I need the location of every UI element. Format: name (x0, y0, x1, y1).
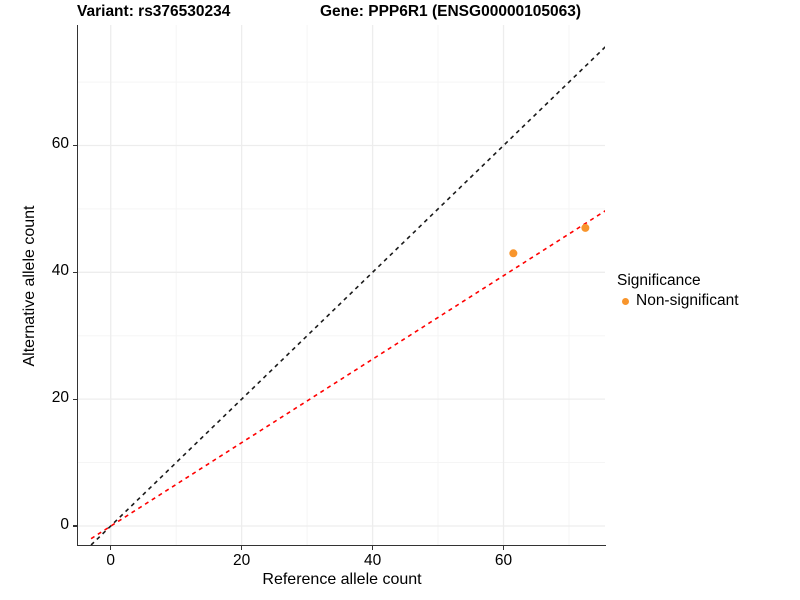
fit-line (90, 210, 605, 540)
grid-major-lines (78, 25, 605, 545)
y-tick-label: 20 (51, 389, 69, 407)
gene-title: Gene: PPP6R1 (ENSG00000105063) (320, 3, 582, 20)
x-tick-label: 60 (494, 552, 513, 569)
y-tick-label: 0 (60, 515, 69, 533)
y-tick-mark (73, 398, 77, 400)
identity-line (90, 46, 605, 545)
plot-panel (78, 25, 605, 545)
x-tick-label: 0 (106, 552, 116, 569)
y-tick-mark (73, 271, 77, 273)
legend-entry-label: Non-significant (636, 292, 739, 309)
plot-title-row: Variant: rs376530234 Gene: PPP6R1 (ENSG0… (77, 3, 608, 25)
x-tick-mark (241, 546, 243, 550)
grid-minor-lines (78, 25, 605, 545)
legend-entries: Non-significant (617, 292, 797, 310)
x-tick-label: 20 (233, 552, 251, 569)
y-tick-mark (73, 525, 77, 527)
reference-lines (90, 46, 605, 545)
legend-dot-icon (622, 297, 629, 305)
y-tick-label: 60 (51, 135, 69, 153)
data-points (509, 223, 590, 258)
x-axis-line (78, 545, 606, 547)
data-point (581, 223, 590, 232)
legend: Significance Non-significant (617, 272, 797, 310)
legend-entry[interactable]: Non-significant (617, 292, 797, 310)
plot-canvas (78, 25, 605, 545)
x-tick-label: 40 (363, 552, 382, 569)
legend-key-icon (617, 293, 634, 310)
x-tick-mark (110, 546, 112, 550)
y-axis-title: Alternative allele count (21, 205, 38, 367)
x-tick-mark (372, 546, 374, 550)
x-tick-mark (503, 546, 505, 550)
y-tick-label: 40 (51, 262, 69, 280)
variant-title: Variant: rs376530234 (77, 3, 231, 20)
legend-title: Significance (617, 272, 701, 289)
x-axis-title: Reference allele count (262, 571, 422, 588)
data-point (509, 249, 518, 258)
y-tick-mark (73, 144, 77, 147)
y-axis-line (77, 25, 79, 546)
